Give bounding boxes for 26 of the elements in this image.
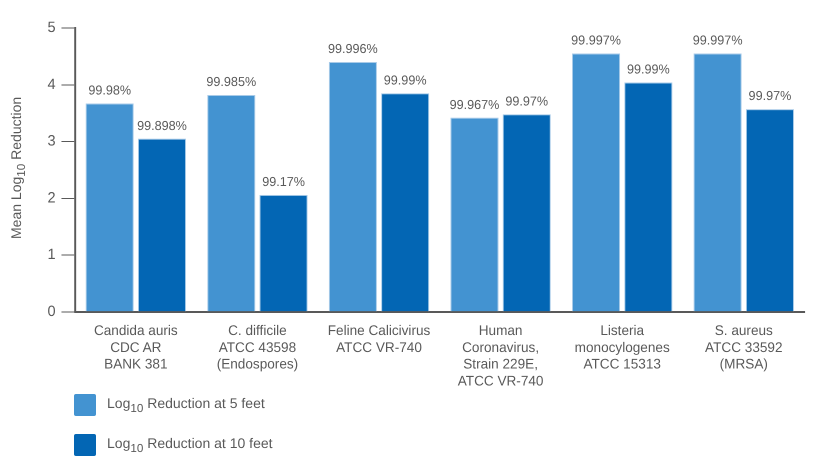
legend-label: Log$_{10}$ Reduction at 5 feet xyxy=(107,395,265,415)
x-tick-label: S. aureus ATCC 33592 (MRSA) xyxy=(705,322,783,372)
x-tick-label: Human Coronavirus, Strain 229E, ATCC VR-740 xyxy=(458,322,544,389)
annotation: 99.996% xyxy=(328,40,378,56)
annotation: 99.898% xyxy=(137,118,187,133)
y-tick-label: 0 xyxy=(48,304,56,320)
y-tick-label: 2 xyxy=(48,190,56,206)
annotation: 99.97% xyxy=(748,88,792,104)
annotation: 99.997% xyxy=(692,32,743,48)
x-tick-label: Candida auris CDC AR BANK 381 xyxy=(94,322,178,372)
annotation: 99.98% xyxy=(88,82,132,98)
x-tick-label: Listeria monocylogenes ATCC 15313 xyxy=(574,322,670,372)
annotation: 99.17% xyxy=(262,174,305,189)
x-tick-label: Feline Calicivirus ATCC VR-740 xyxy=(328,322,430,355)
annotation: 99.985% xyxy=(206,74,256,90)
annotation: 99.967% xyxy=(450,96,500,112)
x-tick-label: C. difficile ATCC 43598 (Endospores) xyxy=(216,322,298,372)
y-tick-label: 5 xyxy=(48,20,56,36)
y-tick-label: 3 xyxy=(48,133,56,150)
annotation: 99.99% xyxy=(626,61,670,77)
annotation: 99.97% xyxy=(505,93,548,108)
annotation: 99.99% xyxy=(384,72,427,88)
annotation: 99.997% xyxy=(571,32,621,48)
y-tick-label: 4 xyxy=(48,76,56,93)
legend-label: Log$_{10}$ Reduction at 10 feet xyxy=(107,435,273,455)
y-tick-label: 1 xyxy=(48,247,56,264)
